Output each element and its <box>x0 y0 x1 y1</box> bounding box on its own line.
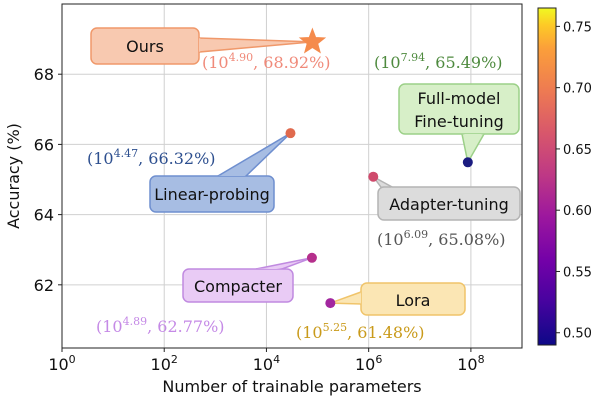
callout: Ours <box>90 27 313 65</box>
callout-label: Lora <box>396 291 431 310</box>
colorbar-tick-label: 0.65 <box>563 143 592 158</box>
colorbar-tick-label: 0.75 <box>563 20 592 35</box>
callout: Compacter <box>182 257 313 303</box>
callout-joint <box>462 134 484 138</box>
callout-joint <box>256 267 282 269</box>
callout-box <box>182 268 294 303</box>
coordinate-label: (105.25, 61.48%) <box>296 321 425 342</box>
x-tick-label: 108 <box>457 353 484 374</box>
coordinate-label: (104.47, 66.32%) <box>87 147 216 168</box>
coordinate-label: (107.94, 65.49%) <box>374 51 503 72</box>
callout-label: Adapter-tuning <box>389 195 509 214</box>
callout-box <box>149 175 275 213</box>
x-tick-label: 106 <box>355 353 382 374</box>
colorbar-tick-label: 0.70 <box>563 82 592 97</box>
callout: Full-model Fine-tuning <box>398 83 520 165</box>
y-tick-label: 68 <box>34 65 54 84</box>
x-axis-label: Number of trainable parameters <box>162 377 421 396</box>
y-tick-label: 66 <box>34 135 54 154</box>
callout-pointer <box>198 37 313 53</box>
coordinate-labels: (104.90, 68.92%) (104.47, 66.32%) (107.94,… <box>87 51 506 342</box>
colorbar-tick-label: 0.60 <box>563 204 592 219</box>
callout-joint <box>389 187 392 202</box>
coordinate-label: (104.89, 62.77%) <box>96 315 225 336</box>
data-points <box>285 27 473 309</box>
data-point <box>325 298 336 309</box>
callout-label: Fine-tuning <box>414 112 504 131</box>
x-tick-label: 100 <box>48 353 75 374</box>
data-point <box>368 171 379 182</box>
coordinate-label: (106.09, 65.08%) <box>377 228 506 249</box>
y-axis-label: Accuracy (%) <box>4 123 23 229</box>
callout-label: Ours <box>126 37 164 56</box>
callout: Adapter-tuning <box>372 176 521 221</box>
data-point-star <box>298 27 327 54</box>
colorbar-ticks: 0.50 0.55 0.60 0.65 0.70 0.75 <box>556 20 592 342</box>
data-point <box>306 252 317 263</box>
y-tick-label: 62 <box>34 276 54 295</box>
callout-label: Compacter <box>194 277 282 296</box>
axis-ticks: 100 102 104 106 108 62 64 66 68 <box>34 65 485 374</box>
callout-pointer <box>215 132 291 177</box>
colorbar-tick-label: 0.55 <box>563 265 592 280</box>
callout-joint <box>357 292 361 304</box>
data-point <box>462 157 473 168</box>
x-tick-label: 102 <box>151 353 178 374</box>
coordinate-label: (104.90, 68.92%) <box>202 51 331 72</box>
callout-label: Full-model <box>418 89 501 108</box>
colorbar <box>537 7 557 346</box>
callout-pointer <box>255 257 313 270</box>
callout-box <box>398 83 520 135</box>
callout: Lora <box>330 282 466 316</box>
x-tick-label: 104 <box>253 353 280 374</box>
colorbar-tick-label: 0.50 <box>563 327 592 342</box>
callout-box <box>377 186 521 221</box>
data-point <box>285 128 296 139</box>
callout-joint <box>218 170 246 176</box>
callout: Linear-probing <box>149 132 291 213</box>
y-tick-label: 64 <box>34 206 54 225</box>
callouts: Ours Linear-probing Full-model Fine-tuning A… <box>90 27 521 316</box>
callout-joint <box>199 38 213 52</box>
plot-frame <box>61 3 523 349</box>
callout-label: Linear-probing <box>154 185 270 204</box>
